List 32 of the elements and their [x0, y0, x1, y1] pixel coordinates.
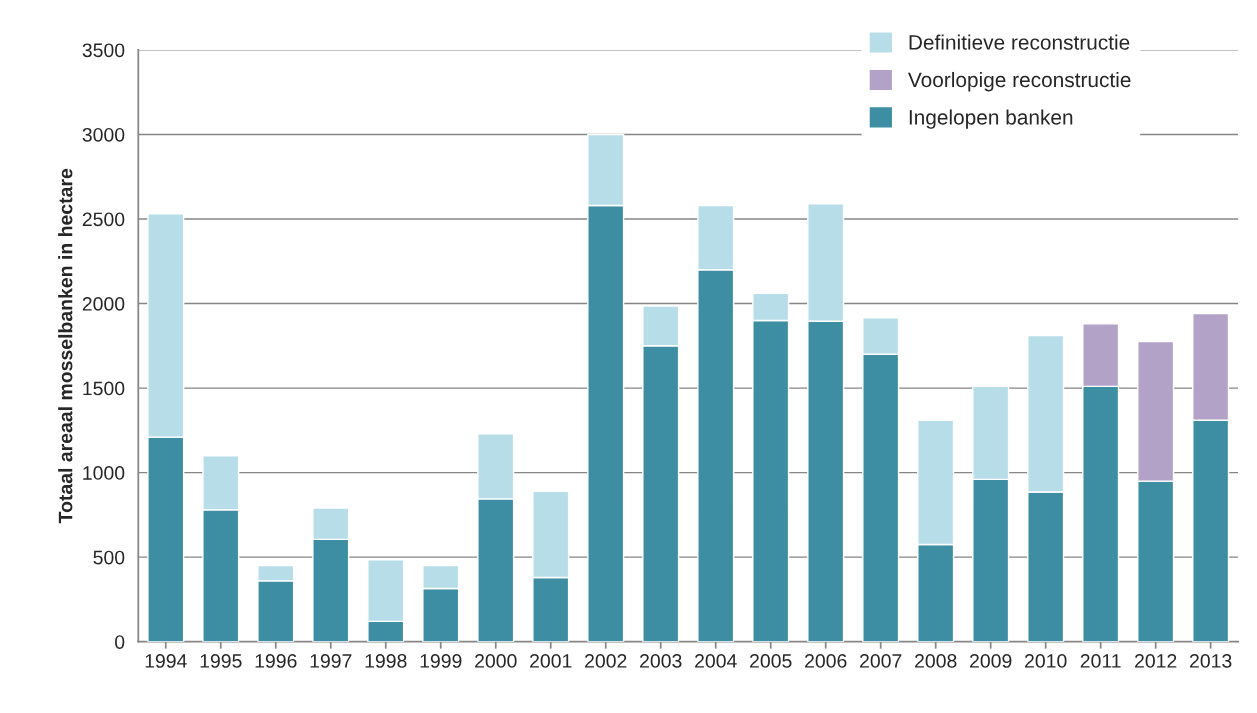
x-tick-label: 2011 [1080, 654, 1121, 668]
x-tick-label: 1995 [200, 654, 242, 668]
legend-label: Definitieve reconstructie [909, 34, 1130, 50]
x-tick-label: 2009 [970, 654, 1012, 668]
y-tick-label: 2500 [82, 212, 125, 227]
x-tick-label: 2000 [475, 654, 517, 668]
y-tick-label: 3500 [82, 43, 125, 58]
x-tick-label: 2001 [530, 654, 572, 668]
x-tick-label: 1996 [255, 654, 297, 668]
y-tick-label: 1500 [83, 381, 125, 396]
x-tick-label: 2004 [695, 654, 737, 668]
x-tick-label: 2008 [915, 654, 957, 668]
y-tick-label: 1000 [83, 466, 125, 480]
legend-label: Ingelopen banken [909, 109, 1073, 129]
y-tick-label: 500 [93, 550, 125, 565]
x-tick-label: 2013 [1190, 654, 1232, 668]
y-axis-title: Totaal areaal mosselbanken in hectare [58, 168, 73, 524]
x-tick-label: 2010 [1025, 654, 1067, 668]
x-tick-label: 2007 [860, 654, 902, 668]
x-tick-label: 2002 [585, 654, 627, 668]
x-tick-label: 2003 [640, 654, 682, 668]
x-tick-label: 2012 [1135, 654, 1177, 668]
x-tick-label: 1998 [365, 654, 407, 668]
x-tick-label: 2006 [805, 654, 847, 668]
x-tick-label: 2005 [750, 654, 792, 668]
x-tick-label: 1994 [145, 654, 187, 668]
y-tick-label: 0 [115, 635, 125, 649]
legend-label: Voorlopige reconstructie [908, 71, 1131, 92]
y-tick-label: 3000 [82, 127, 125, 142]
x-tick-label: 1997 [310, 654, 352, 668]
y-tick-label: 2000 [82, 297, 125, 311]
x-tick-label: 1999 [420, 654, 462, 668]
